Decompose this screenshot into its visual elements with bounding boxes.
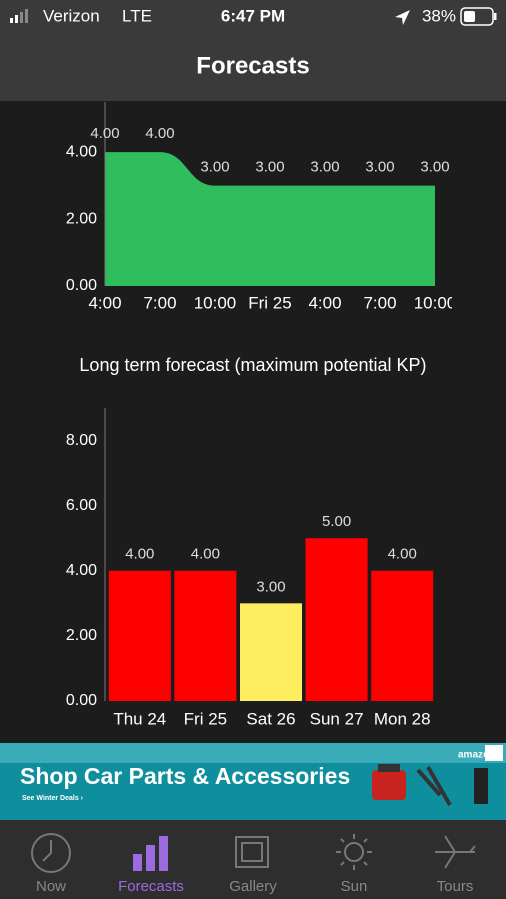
top-bar xyxy=(0,0,506,101)
value-label: 4.00 xyxy=(191,546,220,563)
tab-icons xyxy=(31,833,476,873)
x-tick-label: Sat 26 xyxy=(246,709,295,728)
bar xyxy=(240,603,302,701)
value-label: 4.00 xyxy=(388,546,417,563)
signal-icon xyxy=(10,9,28,23)
bar xyxy=(305,538,368,701)
value-label: 3.00 xyxy=(365,159,394,176)
tab-label[interactable]: Forecasts xyxy=(118,878,184,895)
tab-label[interactable]: Now xyxy=(36,878,66,895)
short-term-chart: 0.00 2.00 4.00 4:00 7:00 10:00 Fri 25 4:00 7:00 1… xyxy=(66,102,457,312)
tab-label[interactable]: Gallery xyxy=(229,878,277,895)
ad-choices[interactable] xyxy=(485,745,503,761)
battery-percent: 38% xyxy=(422,6,456,25)
x-tick-label: Fri 25 xyxy=(184,709,227,728)
chart-title: Long term forecast (maximum potential KP… xyxy=(79,355,426,375)
value-label: 4.00 xyxy=(90,125,119,142)
x-tick-label: 4:00 xyxy=(308,293,341,312)
y-tick-label: 8.00 xyxy=(66,432,97,449)
ad-banner[interactable]: Shop Car Parts & Accessories See Winter … xyxy=(0,743,506,820)
bar xyxy=(174,570,237,701)
x-tick-label: 7:00 xyxy=(363,293,396,312)
x-tick-label: 10:00 xyxy=(194,293,237,312)
long-term-chart: 0.00 2.00 4.00 6.00 8.00 4.00 Thu 24 4.00 Fri 25… xyxy=(66,408,434,728)
value-label: 3.00 xyxy=(310,159,339,176)
x-tick-label: Mon 28 xyxy=(374,709,431,728)
ad-brand: amazon xyxy=(458,750,495,761)
y-tick-label: 4.00 xyxy=(66,562,97,579)
value-label: 5.00 xyxy=(322,513,351,530)
x-tick-labels: 4:00 7:00 10:00 Fri 25 4:00 7:00 10:00 xyxy=(88,293,457,312)
y-tick-label: 0.00 xyxy=(66,277,97,294)
value-label: 4.00 xyxy=(145,125,174,142)
value-label: 4.00 xyxy=(125,546,154,563)
clock: 6:47 PM xyxy=(221,6,285,25)
value-label: 3.00 xyxy=(200,159,229,176)
x-tick-label: 10:00 xyxy=(414,293,457,312)
value-label: 3.00 xyxy=(256,578,285,595)
x-tick-label: Sun 27 xyxy=(310,709,364,728)
x-tick-label: 4:00 xyxy=(88,293,121,312)
y-tick-label: 2.00 xyxy=(66,210,97,227)
value-label: 3.00 xyxy=(255,159,284,176)
bar xyxy=(108,570,171,701)
y-tick-label: 4.00 xyxy=(66,143,97,160)
ad-headline: Shop Car Parts & Accessories xyxy=(20,763,350,789)
area xyxy=(105,152,435,286)
ad-product-images xyxy=(372,764,488,807)
battery-icon xyxy=(460,7,497,26)
y-tick-label: 2.00 xyxy=(66,627,97,644)
ad-subline: See Winter Deals › xyxy=(22,795,84,802)
tab-label[interactable]: Sun xyxy=(341,878,368,895)
value-label: 3.00 xyxy=(420,159,449,176)
x-tick-label: Fri 25 xyxy=(248,293,291,312)
location-icon xyxy=(395,10,410,25)
bar xyxy=(371,570,434,701)
carrier: Verizon xyxy=(43,6,100,25)
y-tick-label: 0.00 xyxy=(66,692,97,709)
x-tick-label: 7:00 xyxy=(143,293,176,312)
tab-bar xyxy=(0,820,506,899)
ad-band xyxy=(0,743,506,763)
network: LTE xyxy=(122,6,152,25)
x-tick-label: Thu 24 xyxy=(113,709,166,728)
y-tick-label: 6.00 xyxy=(66,497,97,514)
screen-title: Forecasts xyxy=(196,52,309,79)
tab-label[interactable]: Tours xyxy=(437,878,474,895)
